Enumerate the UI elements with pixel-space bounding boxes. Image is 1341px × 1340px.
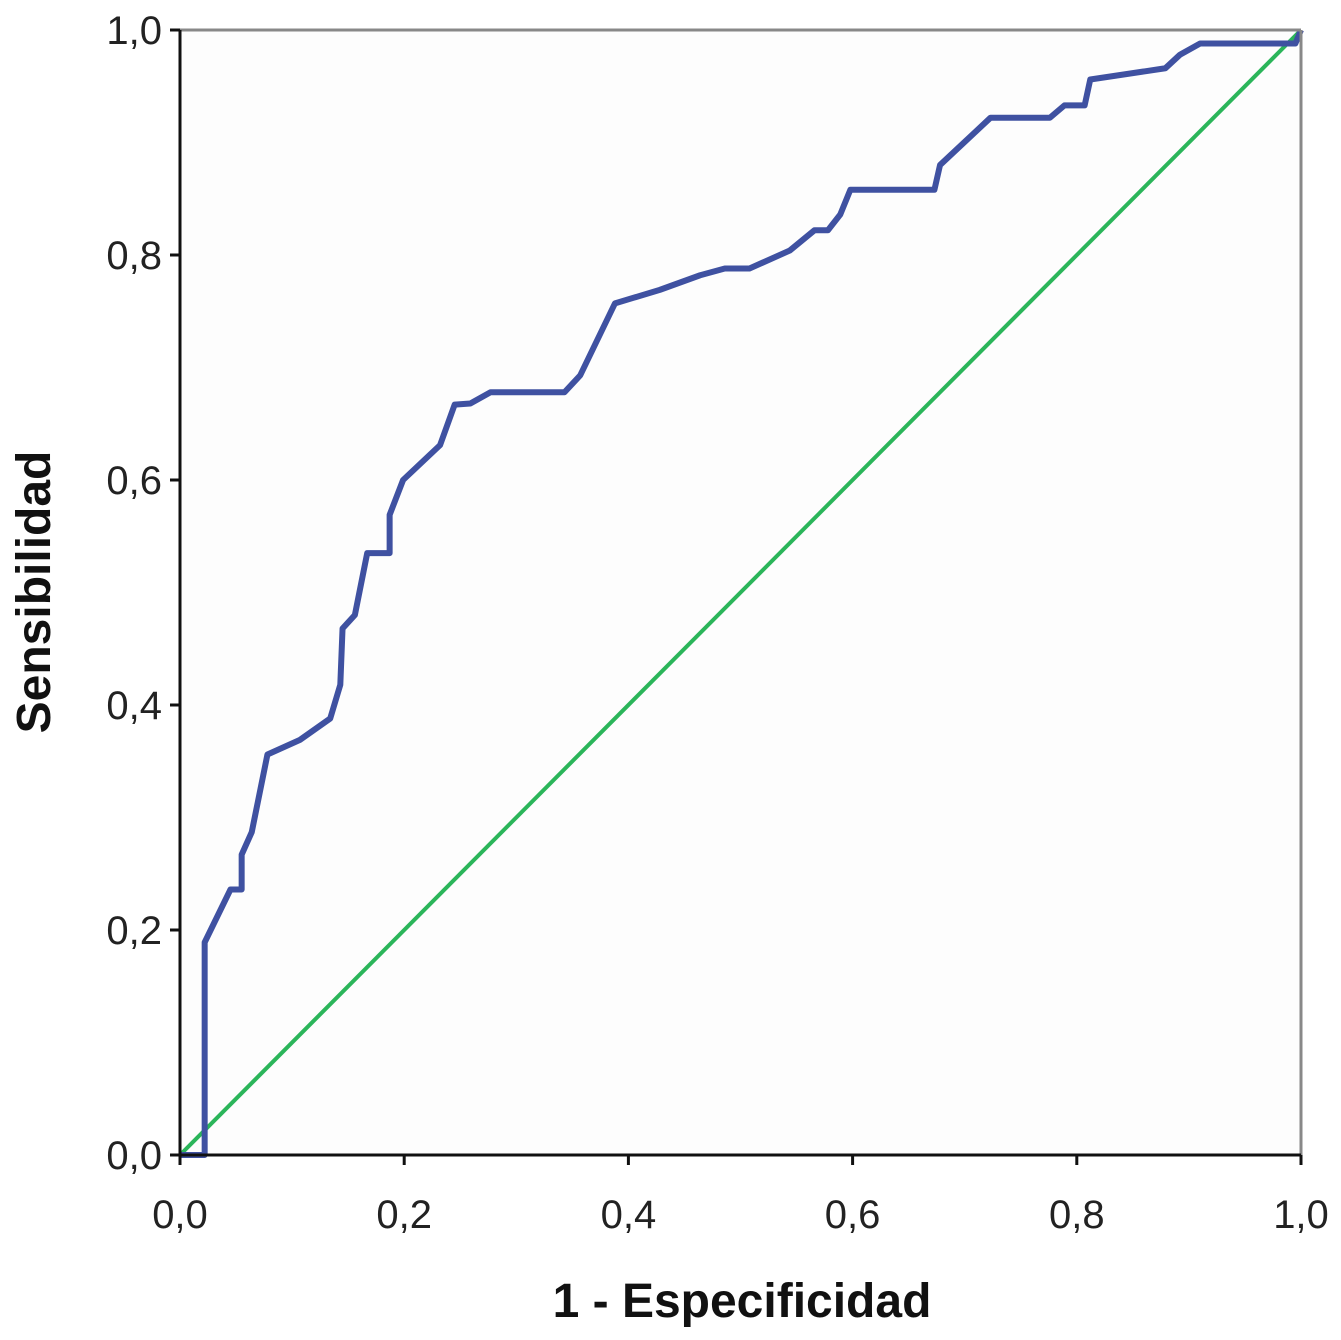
y-tick-label: 0,8 [106,234,162,278]
x-tick-label: 0,6 [825,1193,881,1237]
roc-curve-line [180,28,1304,1158]
tick-layer: 0,0 0,2 0,4 0,6 0,8 1,0 0,0 0,2 0,4 0,6 0,8 1,0 [106,9,1328,1237]
x-tick-label: 1,0 [1273,1193,1329,1237]
x-tick-label: 0,8 [1049,1193,1105,1237]
x-tick-label: 0,0 [152,1193,208,1237]
y-axis-label: Sensibilidad [8,451,61,734]
y-tick-label: 0,4 [106,684,162,728]
x-axis-label: 1 - Especificidad [553,1275,932,1328]
x-tick-label: 0,4 [601,1193,657,1237]
x-tick-label: 0,2 [376,1193,432,1237]
y-tick-label: 1,0 [106,9,162,53]
y-tick-label: 0,2 [106,909,162,953]
y-tick-label: 0,0 [106,1134,162,1178]
y-tick-label: 0,6 [106,459,162,503]
series-layer [178,28,1304,1158]
reference-diagonal-line [178,28,1303,1157]
